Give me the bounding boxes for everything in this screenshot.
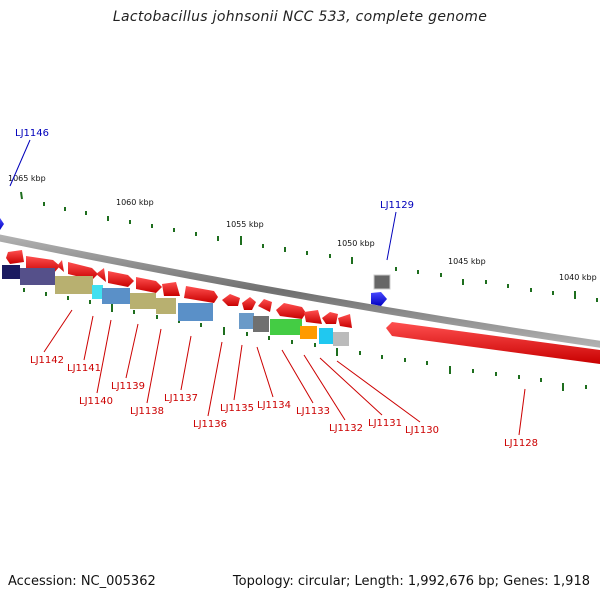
gene-arrow[interactable]	[304, 310, 322, 324]
inner-ticks	[23, 288, 587, 391]
gene-label-lj1146[interactable]: LJ1146	[15, 128, 49, 139]
gene-label-lj1129[interactable]: LJ1129	[380, 200, 414, 211]
gene-arrow[interactable]	[242, 297, 256, 310]
cog-box[interactable]	[92, 285, 103, 299]
cog-box[interactable]	[270, 319, 302, 335]
cog-box[interactable]	[319, 328, 333, 344]
cog-box[interactable]	[239, 313, 254, 329]
gene-arrow[interactable]	[184, 286, 218, 303]
scale-label: 1055 kbp	[226, 220, 264, 229]
genome-backbone	[0, 234, 600, 348]
gene-label-lj1135[interactable]: LJ1135	[220, 403, 254, 414]
gene-label-lj1134[interactable]: LJ1134	[257, 400, 291, 411]
gene-label-lj1141[interactable]: LJ1141	[67, 363, 101, 374]
cog-box[interactable]	[130, 293, 156, 309]
gene-box-grey[interactable]	[373, 274, 391, 290]
gene-arrow[interactable]	[6, 250, 24, 264]
gene-arrow[interactable]	[322, 312, 338, 324]
gene-label-lj1142[interactable]: LJ1142	[30, 355, 64, 366]
leader-lines	[43, 309, 526, 436]
gene-arrow[interactable]	[162, 282, 180, 296]
gene-label-lj1131[interactable]: LJ1131	[368, 418, 402, 429]
gene-label-lj1132[interactable]: LJ1132	[329, 423, 363, 434]
gene-arrow[interactable]	[338, 314, 352, 328]
gene-label-lj1137[interactable]: LJ1137	[164, 393, 198, 404]
scale-label: 1045 kbp	[448, 257, 486, 266]
accession-label: Accession: NC_005362	[8, 574, 156, 589]
leader-line	[9, 139, 31, 187]
scale-label: 1040 kbp	[559, 273, 597, 282]
scale-label: 1050 kbp	[337, 239, 375, 248]
gene-arrow[interactable]	[96, 268, 106, 282]
gene-label-lj1139[interactable]: LJ1139	[111, 381, 145, 392]
leader-line	[386, 211, 397, 261]
map-title: Lactobacillus johnsonii NCC 533, complet…	[112, 9, 488, 25]
cog-box[interactable]	[156, 298, 176, 314]
cog-box[interactable]	[2, 265, 20, 279]
cog-box[interactable]	[178, 303, 213, 321]
gene-arrow-lj1146[interactable]	[0, 218, 4, 230]
gene-arrow[interactable]	[57, 260, 64, 272]
gene-label-lj1136[interactable]: LJ1136	[193, 419, 227, 430]
cog-box[interactable]	[333, 332, 349, 346]
gene-arrow-lj1129[interactable]	[371, 292, 387, 306]
cog-box[interactable]	[253, 316, 269, 332]
cog-boxes	[2, 265, 349, 346]
cog-box[interactable]	[102, 288, 130, 304]
scale-ticks	[20, 191, 598, 302]
gene-arrow[interactable]	[222, 294, 240, 306]
gene-label-lj1130[interactable]: LJ1130	[405, 425, 439, 436]
gene-label-lj1128[interactable]: LJ1128	[504, 438, 538, 449]
gene-arrow[interactable]	[108, 271, 134, 287]
gene-arrow[interactable]	[258, 299, 272, 312]
scale-label: 1060 kbp	[116, 198, 154, 207]
gene-label-lj1138[interactable]: LJ1138	[130, 406, 164, 417]
gene-arrow[interactable]	[68, 262, 98, 280]
cog-box[interactable]	[300, 326, 317, 339]
cog-box[interactable]	[55, 276, 93, 294]
forward-genes	[6, 250, 600, 364]
gene-arrow-lj1128[interactable]	[386, 322, 600, 364]
gene-label-lj1133[interactable]: LJ1133	[296, 406, 330, 417]
gene-arrow[interactable]	[136, 277, 162, 293]
topology-label: Topology: circular; Length: 1,992,676 bp…	[232, 574, 590, 589]
cog-box[interactable]	[20, 268, 55, 285]
gene-label-lj1140[interactable]: LJ1140	[79, 396, 113, 407]
scale-label: 1065 kbp	[8, 174, 46, 183]
gene-arrow[interactable]	[276, 303, 306, 319]
